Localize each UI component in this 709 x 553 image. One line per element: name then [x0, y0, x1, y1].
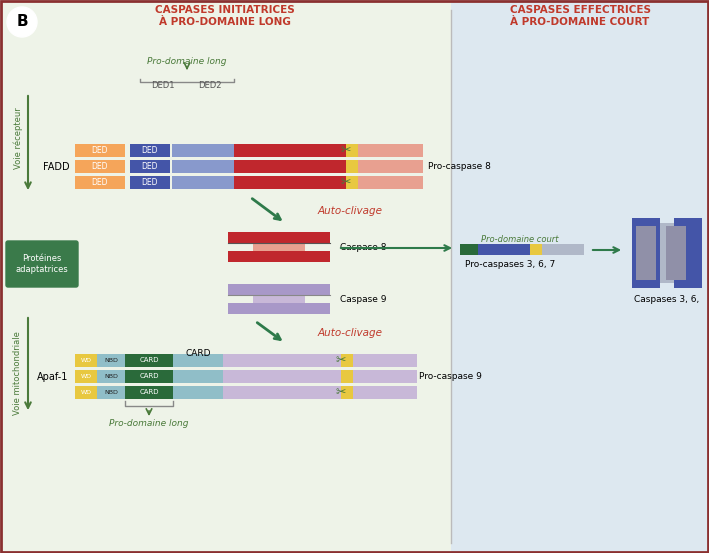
Bar — [228, 284, 330, 295]
Text: Pro-domaine long: Pro-domaine long — [147, 56, 227, 65]
Bar — [125, 386, 173, 399]
Text: DED: DED — [91, 146, 108, 155]
Text: B: B — [16, 14, 28, 29]
Text: Pro-caspases 3, 6, 7: Pro-caspases 3, 6, 7 — [465, 260, 555, 269]
Text: Auto-clivage: Auto-clivage — [318, 206, 383, 216]
Text: CARD: CARD — [139, 389, 159, 395]
Text: WD: WD — [81, 390, 91, 395]
Bar — [130, 160, 170, 173]
Text: Voie mitochondriale: Voie mitochondriale — [13, 331, 23, 415]
Text: CASPASES INITIATRICES
À PRO-DOMAINE LONG: CASPASES INITIATRICES À PRO-DOMAINE LONG — [155, 5, 295, 27]
Bar — [97, 370, 125, 383]
Text: FADD: FADD — [43, 161, 70, 171]
Bar — [451, 0, 709, 553]
Bar — [228, 303, 330, 314]
Bar — [530, 244, 542, 255]
Bar — [125, 354, 173, 367]
Bar — [341, 386, 353, 399]
Bar — [341, 370, 353, 383]
Bar — [75, 386, 97, 399]
Bar — [346, 160, 358, 173]
Text: ✂: ✂ — [336, 354, 346, 367]
Bar — [353, 354, 417, 367]
Text: DED: DED — [91, 162, 108, 171]
Bar — [75, 354, 97, 367]
Bar — [75, 160, 125, 173]
Text: CASPASES EFFECTRICES
À PRO-DOMAINE COURT: CASPASES EFFECTRICES À PRO-DOMAINE COURT — [510, 5, 650, 27]
Bar — [223, 354, 341, 367]
Text: Caspases 3, 6,: Caspases 3, 6, — [635, 295, 700, 305]
Text: WD: WD — [81, 374, 91, 379]
Bar — [173, 370, 223, 383]
Text: Pro-domaine court: Pro-domaine court — [481, 236, 559, 244]
Bar — [353, 370, 417, 383]
Bar — [223, 386, 341, 399]
Bar — [636, 226, 656, 280]
Text: NBD: NBD — [104, 390, 118, 395]
Text: Auto-clivage: Auto-clivage — [318, 328, 383, 338]
Bar — [75, 370, 97, 383]
Bar — [97, 386, 125, 399]
Text: ✂: ✂ — [341, 176, 351, 189]
Bar — [346, 144, 358, 157]
Bar — [674, 218, 702, 288]
Text: DED: DED — [142, 162, 158, 171]
Bar — [253, 295, 305, 304]
Text: DED: DED — [142, 146, 158, 155]
Text: Pro-caspase 8: Pro-caspase 8 — [428, 162, 491, 171]
Bar — [660, 223, 674, 283]
Circle shape — [7, 7, 37, 37]
Text: Apaf-1: Apaf-1 — [37, 372, 68, 382]
Bar — [0, 0, 451, 553]
Text: CARD: CARD — [139, 373, 159, 379]
Bar — [173, 354, 223, 367]
Text: Pro-domaine long: Pro-domaine long — [109, 419, 189, 427]
Bar — [346, 176, 358, 189]
Bar — [130, 144, 170, 157]
Text: ✂: ✂ — [336, 386, 346, 399]
Bar — [460, 244, 478, 255]
Text: ✂: ✂ — [341, 144, 351, 157]
Bar — [223, 370, 341, 383]
Bar — [173, 386, 223, 399]
Text: NBD: NBD — [104, 374, 118, 379]
Bar — [234, 160, 346, 173]
Bar — [358, 176, 423, 189]
Bar — [228, 232, 330, 243]
Bar — [341, 354, 353, 367]
Text: DED: DED — [91, 178, 108, 187]
Text: Protéines
adaptatrices: Protéines adaptatrices — [16, 254, 68, 274]
Bar — [172, 160, 234, 173]
Bar — [228, 251, 330, 262]
Bar — [75, 176, 125, 189]
Text: Caspase 8: Caspase 8 — [340, 243, 386, 253]
Text: WD: WD — [81, 358, 91, 363]
Text: DED: DED — [142, 178, 158, 187]
Bar — [130, 176, 170, 189]
Text: DED2: DED2 — [199, 81, 222, 91]
Bar — [478, 244, 530, 255]
Text: NBD: NBD — [104, 358, 118, 363]
Bar — [358, 160, 423, 173]
Bar — [75, 144, 125, 157]
Text: Pro-caspase 9: Pro-caspase 9 — [419, 372, 482, 381]
Text: Caspase 9: Caspase 9 — [340, 295, 386, 305]
Text: Voie récepteur: Voie récepteur — [13, 107, 23, 169]
Text: DED1: DED1 — [151, 81, 174, 91]
Bar — [358, 144, 423, 157]
Bar — [632, 218, 660, 288]
Bar — [234, 176, 346, 189]
Text: CARD: CARD — [139, 357, 159, 363]
Bar — [253, 243, 305, 252]
Bar — [542, 244, 584, 255]
Text: CARD: CARD — [185, 348, 211, 357]
FancyBboxPatch shape — [6, 241, 78, 287]
Bar — [172, 176, 234, 189]
Bar — [666, 226, 686, 280]
Bar — [234, 144, 346, 157]
Bar — [97, 354, 125, 367]
Bar — [125, 370, 173, 383]
Bar — [353, 386, 417, 399]
Bar — [172, 144, 234, 157]
